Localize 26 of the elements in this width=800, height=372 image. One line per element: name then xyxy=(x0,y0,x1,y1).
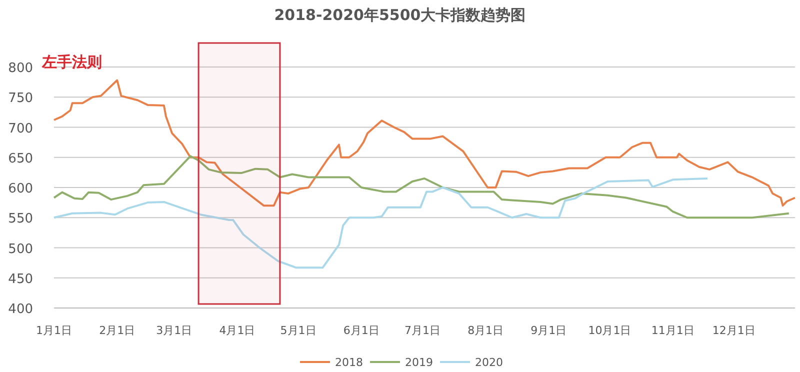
x-tick-label: 1月1日 xyxy=(36,324,72,337)
y-tick-label: 800 xyxy=(8,61,33,76)
x-tick-label: 11月1日 xyxy=(651,324,694,337)
y-tick-label: 550 xyxy=(8,212,33,227)
y-tick-label: 650 xyxy=(8,151,33,166)
legend-label: 2020 xyxy=(475,356,503,369)
x-tick-label: 3月1日 xyxy=(156,324,192,337)
x-tick-label: 4月1日 xyxy=(219,324,256,337)
y-tick-label: 600 xyxy=(8,182,33,196)
x-tick-label: 8月1日 xyxy=(468,324,504,337)
y-tick-label: 700 xyxy=(8,121,33,136)
legend-label: 2018 xyxy=(335,356,363,369)
y-tick-label: 450 xyxy=(8,272,33,287)
x-tick-label: 2月1日 xyxy=(99,324,136,337)
y-tick-label: 400 xyxy=(8,302,33,317)
x-tick-label: 7月1日 xyxy=(404,324,440,337)
x-tick-label: 6月1日 xyxy=(343,324,380,337)
y-tick-label: 500 xyxy=(8,242,33,257)
x-tick-label: 10月1日 xyxy=(588,324,632,337)
annotation: 左手法则 xyxy=(41,53,102,71)
x-tick-label: 9月1日 xyxy=(530,324,567,337)
chart-title: 2018-2020年5500大卡指数趋势图 xyxy=(274,6,526,24)
legend-label: 2019 xyxy=(405,356,433,369)
x-tick-label: 5月1日 xyxy=(280,324,316,337)
y-tick-label: 750 xyxy=(8,91,33,106)
x-tick-label: 12月1日 xyxy=(712,324,756,337)
